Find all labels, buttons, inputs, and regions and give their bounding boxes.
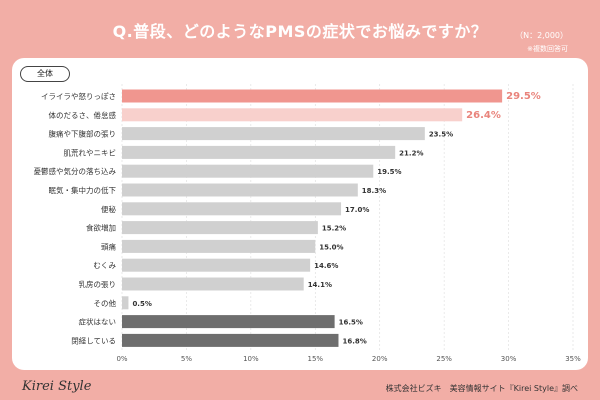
value-label: 21.2% [399, 149, 423, 157]
category-label: イライラや怒りっぽさ [41, 91, 116, 101]
value-label: 17.0% [345, 206, 369, 214]
grid-layer [121, 84, 574, 350]
category-label: 眠気・集中力の低下 [49, 185, 117, 195]
x-tick-label: 15% [308, 355, 324, 363]
sample-size-label: （N：2,000） [515, 31, 568, 40]
bar [122, 127, 425, 141]
category-label: 乳房の張り [79, 279, 117, 289]
question-title: Q.普段、どのようなPMSの症状でお悩みですか？ [112, 22, 488, 41]
value-label: 26.4% [466, 110, 501, 121]
category-label: 便秘 [101, 204, 116, 214]
chart-header: Q.普段、どのようなPMSの症状でお悩みですか？ （N：2,000） ※複数回答… [0, 0, 600, 62]
bar [122, 315, 335, 329]
value-label: 15.0% [319, 243, 343, 251]
label-layer: 0% 5% 10% 15% 20% 25% 30% 35% イライラや怒りっぽさ 29.5% 体のだ… [34, 91, 582, 363]
category-label: むくみ [93, 261, 116, 270]
bar-layer [122, 89, 503, 347]
bar [122, 239, 316, 253]
category-label: 憂鬱感や気分の落ち込み [34, 166, 117, 176]
x-tick-label: 0% [116, 355, 127, 363]
multiple-answer-note: ※複数回答可 [527, 45, 568, 53]
category-label: 頭痛 [101, 241, 116, 251]
value-label: 15.2% [322, 225, 346, 233]
bar [122, 89, 503, 103]
category-label: 肌荒れやニキビ [64, 147, 117, 157]
value-label: 29.5% [506, 91, 541, 102]
value-label: 16.5% [339, 319, 363, 327]
bar [122, 258, 311, 272]
x-tick-label: 10% [243, 355, 259, 363]
bar [122, 333, 339, 347]
value-label: 14.1% [308, 281, 332, 289]
category-label: 症状はない [79, 317, 117, 327]
bar [122, 221, 318, 235]
bar [122, 202, 342, 216]
x-tick-label: 5% [181, 355, 192, 363]
category-label: 閉経している [71, 335, 116, 345]
category-label: 体のだるさ、倦怠感 [49, 110, 117, 120]
x-tick-label: 30% [501, 355, 517, 363]
source-credit: 株式会社ビズキ 美容情報サイト『Kirei Style』調べ [385, 384, 578, 393]
bar [122, 277, 304, 291]
bar [122, 108, 463, 122]
x-tick-label: 35% [565, 355, 581, 363]
x-tick-label: 25% [436, 355, 452, 363]
bar [122, 145, 396, 159]
x-tick-label: 20% [372, 355, 388, 363]
bar [122, 183, 358, 197]
category-label: その他 [94, 298, 117, 308]
category-label: 食欲増加 [86, 223, 116, 233]
bar [122, 296, 129, 310]
category-label: 腹痛や下腹部の張り [49, 129, 117, 139]
kirei-style-logo: Kirei Style [22, 379, 92, 394]
segment-badge: 全体 [20, 66, 70, 82]
value-label: 23.5% [429, 131, 453, 139]
value-label: 16.8% [342, 337, 366, 345]
value-label: 19.5% [377, 168, 401, 176]
bar [122, 164, 374, 178]
value-label: 0.5% [132, 300, 151, 308]
value-label: 14.6% [314, 262, 338, 270]
value-label: 18.3% [362, 187, 386, 195]
